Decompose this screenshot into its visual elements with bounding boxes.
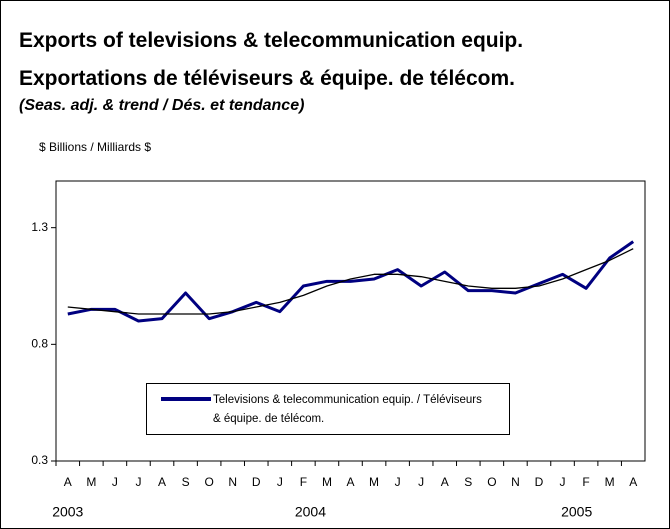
- x-tick-label: A: [441, 475, 449, 489]
- x-tick-label: M: [322, 475, 332, 489]
- year-label: 2003: [52, 504, 83, 520]
- x-tick-label: M: [86, 475, 96, 489]
- x-tick-label: A: [346, 475, 354, 489]
- legend-swatch: [161, 397, 211, 401]
- x-tick-label: J: [395, 475, 401, 489]
- x-tick-label: S: [182, 475, 190, 489]
- y-axis-label: $ Billions / Milliards $: [39, 140, 152, 154]
- x-tick-label: F: [300, 475, 307, 489]
- y-tick-label: 0.8: [31, 337, 48, 351]
- series-line: [67, 248, 634, 315]
- year-label: 2004: [295, 504, 326, 520]
- x-tick-label: D: [535, 475, 544, 489]
- x-tick-label: A: [158, 475, 166, 489]
- x-tick-label: J: [135, 475, 141, 489]
- y-tick-label: 0.3: [31, 453, 48, 467]
- legend: Televisions & telecommunication equip. /…: [146, 383, 510, 435]
- x-tick-label: F: [582, 475, 589, 489]
- x-tick-label: M: [369, 475, 379, 489]
- year-label: 2005: [561, 504, 592, 520]
- x-tick-label: A: [64, 475, 72, 489]
- x-tick-label: A: [629, 475, 637, 489]
- x-tick-label: O: [487, 475, 496, 489]
- x-tick-label: J: [418, 475, 424, 489]
- series-line: [67, 240, 635, 323]
- legend-label: Televisions & telecommunication equip. /…: [213, 394, 482, 425]
- x-tick-label: O: [204, 475, 213, 489]
- chart-subtitle: (Seas. adj. & trend / Dés. et tendance): [19, 97, 305, 114]
- x-tick-label: N: [511, 475, 520, 489]
- x-tick-label: S: [464, 475, 472, 489]
- x-tick-label: N: [228, 475, 237, 489]
- x-tick-label: J: [112, 475, 118, 489]
- chart-title-fr: Exportations de téléviseurs & équipe. de…: [19, 67, 515, 90]
- plot-area: [55, 180, 646, 462]
- x-tick-label: M: [605, 475, 615, 489]
- y-tick-label: 1.3: [31, 220, 48, 234]
- x-tick-label: J: [277, 475, 283, 489]
- x-tick-label: D: [252, 475, 261, 489]
- x-tick-label: J: [560, 475, 566, 489]
- chart-title: Exports of televisions & telecommunicati…: [19, 29, 524, 52]
